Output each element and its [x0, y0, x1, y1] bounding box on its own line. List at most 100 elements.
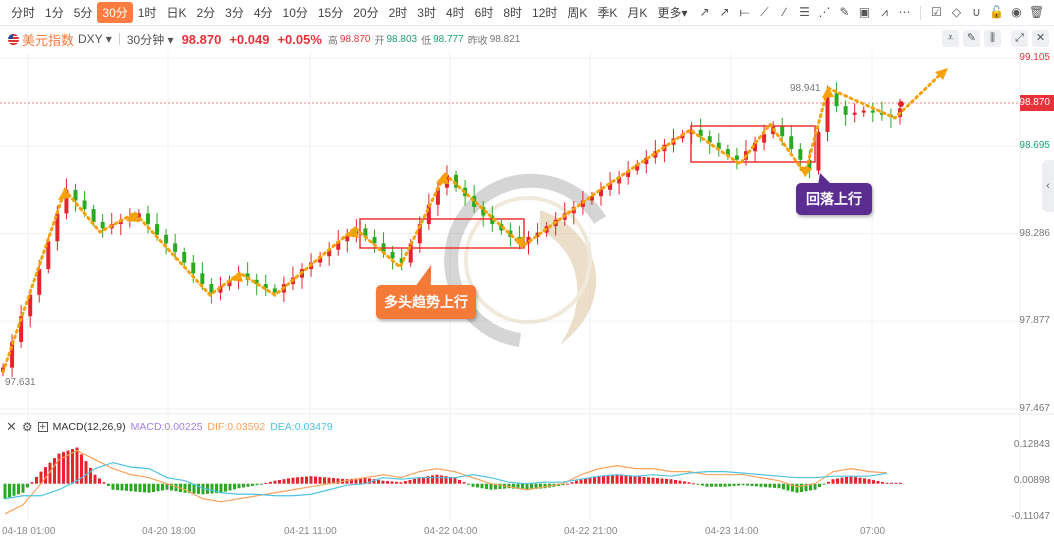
- period-16[interactable]: 8时: [503, 6, 523, 20]
- period-7[interactable]: 3分: [225, 6, 244, 20]
- macd-bar: [764, 483, 767, 488]
- candle-body: [263, 284, 268, 289]
- brush-icon[interactable]: ✎: [839, 5, 850, 19]
- period-19[interactable]: 季K: [597, 6, 618, 20]
- macd-bar: [314, 476, 317, 484]
- magnet-icon[interactable]: ∪: [972, 5, 981, 19]
- trash-icon[interactable]: 🗑: [1029, 5, 1045, 19]
- period-10[interactable]: 15分: [317, 6, 344, 20]
- us-flag-icon: [8, 33, 19, 45]
- low-value: 98.777: [433, 33, 464, 45]
- candle-body: [843, 106, 848, 115]
- interval-select[interactable]: 30分钟 ▾: [126, 32, 174, 47]
- period-12[interactable]: 2时: [388, 6, 408, 20]
- macd-bar: [440, 475, 443, 484]
- chart-pattern-icon[interactable]: ⩘: [881, 5, 888, 19]
- macd-bar: [246, 483, 250, 487]
- candle-body: [753, 142, 758, 152]
- indicator-settings-icon[interactable]: ⚙: [21, 420, 33, 434]
- macd-bar: [507, 483, 511, 489]
- macd-bar: [386, 481, 389, 484]
- macd-bar: [327, 477, 331, 484]
- indicator-icon[interactable]: ⩡: [942, 30, 959, 47]
- macd-bar: [161, 483, 164, 491]
- candle-body: [372, 236, 377, 244]
- macd-bar: [480, 483, 484, 489]
- macd-bar: [35, 476, 38, 484]
- macd-bar: [39, 471, 43, 484]
- candle-type-icon[interactable]: ⫼: [984, 30, 1001, 47]
- macd-bar: [431, 475, 434, 484]
- period-21[interactable]: 更多▾: [657, 6, 688, 20]
- period-18[interactable]: 周K: [567, 6, 588, 20]
- eye-icon[interactable]: ◉: [1011, 5, 1022, 19]
- candle-body: [218, 286, 223, 293]
- image-icon[interactable]: ▣: [858, 5, 871, 19]
- macd-bar: [377, 479, 380, 484]
- candle-body: [780, 125, 785, 137]
- pen-icon[interactable]: ∕: [783, 5, 786, 19]
- ray-icon[interactable]: ↗: [719, 5, 730, 19]
- eraser-icon[interactable]: ◇: [951, 5, 962, 19]
- macd-bar: [350, 478, 353, 484]
- fib-icon[interactable]: ☰: [799, 5, 810, 19]
- symbol-name[interactable]: 美元指数: [22, 32, 75, 48]
- period-1[interactable]: 1分: [45, 6, 64, 20]
- time-tick: 04-23 14:00: [705, 526, 759, 537]
- period-11[interactable]: 20分: [353, 6, 379, 20]
- period-toolbar: 分时 1分 5分 30分 1时 日K 2分 3分 4分 10分 15分 20分 2时 3时 4时 6时 8时 12…: [0, 0, 1054, 26]
- horizontal-line-icon[interactable]: ⟝: [739, 5, 750, 19]
- period-6[interactable]: 2分: [196, 6, 216, 20]
- open-value: 98.803: [386, 33, 418, 45]
- candle-body: [155, 224, 160, 235]
- period-15[interactable]: 6时: [474, 6, 494, 20]
- draw-icon[interactable]: ✎: [963, 30, 980, 47]
- macd-bar: [498, 483, 502, 489]
- candle-body: [191, 262, 196, 274]
- period-2[interactable]: 5分: [73, 6, 93, 20]
- symbol-code[interactable]: DXY ▾: [78, 32, 112, 46]
- macd-bar: [426, 476, 430, 484]
- macd-bar: [494, 483, 497, 490]
- candle-body: [91, 209, 96, 222]
- candle-body: [725, 149, 730, 156]
- parallel-channel-icon[interactable]: ⟋: [760, 5, 769, 19]
- macd-bar: [21, 483, 25, 493]
- lock-icon[interactable]: 🔓: [989, 5, 1004, 19]
- period-17[interactable]: 12时: [532, 6, 558, 20]
- macd-bar: [894, 482, 898, 484]
- trend-line-icon[interactable]: ↗: [699, 5, 710, 19]
- period-4[interactable]: 1时: [137, 6, 157, 20]
- macd-bar: [345, 479, 349, 484]
- candle-body: [508, 230, 513, 237]
- note-icon[interactable]: ☑: [931, 5, 942, 19]
- expand-indicator-icon[interactable]: +: [37, 421, 48, 433]
- candle-body: [698, 129, 703, 137]
- close-indicator-icon[interactable]: ✕: [6, 419, 17, 434]
- price-tick: 98.286: [1019, 227, 1050, 239]
- period-20[interactable]: 月K: [627, 6, 648, 20]
- macd-bar: [525, 483, 529, 490]
- fullscreen-icon[interactable]: ⤢: [1011, 30, 1028, 47]
- macd-bar: [233, 483, 236, 490]
- candle-body: [807, 159, 812, 171]
- period-14[interactable]: 4时: [445, 6, 465, 20]
- more-icon[interactable]: ⋯: [898, 5, 911, 19]
- period-13[interactable]: 3时: [417, 6, 436, 20]
- macd-bar: [840, 477, 844, 484]
- macd-bar: [867, 479, 871, 484]
- period-3[interactable]: 30分: [97, 2, 133, 23]
- collapse-panel-button[interactable]: ‹: [1042, 160, 1054, 212]
- period-8[interactable]: 4分: [253, 6, 273, 20]
- candle-body: [19, 316, 24, 342]
- macd-bar: [561, 483, 565, 486]
- fan-icon[interactable]: ⋰: [818, 5, 831, 19]
- macd-bar: [413, 478, 416, 484]
- period-5[interactable]: 日K: [166, 6, 187, 20]
- macd-bar: [354, 478, 358, 484]
- macd-bar: [305, 476, 308, 484]
- period-9[interactable]: 10分: [282, 6, 308, 20]
- close-icon[interactable]: ✕: [1032, 30, 1049, 47]
- period-0[interactable]: 分时: [11, 6, 36, 20]
